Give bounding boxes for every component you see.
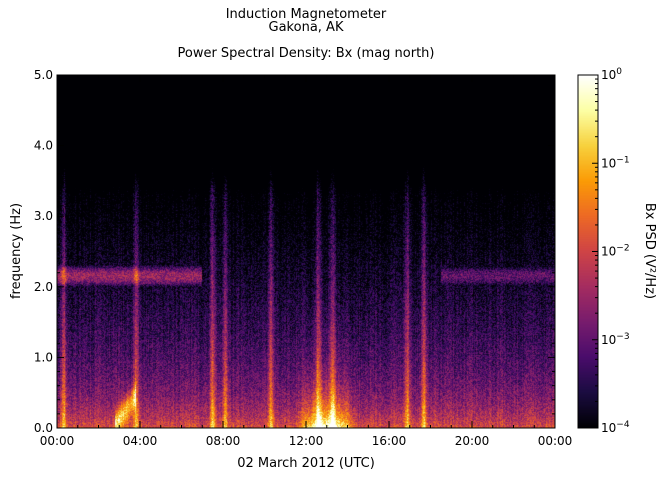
y-axis-label: frequency (Hz) <box>9 203 24 299</box>
x-axis: 00:00 04:00 08:00 12:00 16:00 20:00 00:00 <box>40 75 573 448</box>
colorbar-tick-label: 10−3 <box>601 332 630 347</box>
colorbar-tick-label: 10−1 <box>601 155 630 170</box>
spectrogram-area <box>57 75 555 428</box>
x-axis-label: 02 March 2012 (UTC) <box>237 456 375 471</box>
y-tick-label: 4.0 <box>34 139 53 153</box>
figure-subtitle: Gakona, AK <box>269 20 344 35</box>
y-tick-label: 1.0 <box>34 350 53 364</box>
plot-title: Power Spectral Density: Bx (mag north) <box>177 46 434 61</box>
x-tick-label: 00:00 <box>40 434 75 448</box>
y-tick-label: 3.0 <box>34 209 53 223</box>
x-tick-label: 20:00 <box>455 434 490 448</box>
x-tick-label: 16:00 <box>372 434 407 448</box>
x-tick-label: 04:00 <box>123 434 158 448</box>
colorbar-tick-label: 10−2 <box>601 244 630 259</box>
x-tick-label: 08:00 <box>206 434 241 448</box>
x-tick-label: 00:00 <box>538 434 573 448</box>
y-axis: 0.0 1.0 2.0 3.0 4.0 5.0 <box>34 68 555 435</box>
y-tick-label: 0.0 <box>34 421 53 435</box>
x-tick-label: 12:00 <box>289 434 324 448</box>
y-tick-label: 5.0 <box>34 68 53 82</box>
figure-title: Induction Magnetometer <box>226 7 387 22</box>
colorbar-tick-label: 10−4 <box>601 420 630 435</box>
y-tick-label: 2.0 <box>34 280 53 294</box>
spectrogram-image <box>57 75 555 428</box>
colorbar-label: Bx PSD (V²/Hz) <box>642 203 657 299</box>
colorbar-tick-label: 100 <box>601 67 622 82</box>
colorbar-axis: 100 10−1 10−2 10−3 10−4 <box>592 67 630 435</box>
